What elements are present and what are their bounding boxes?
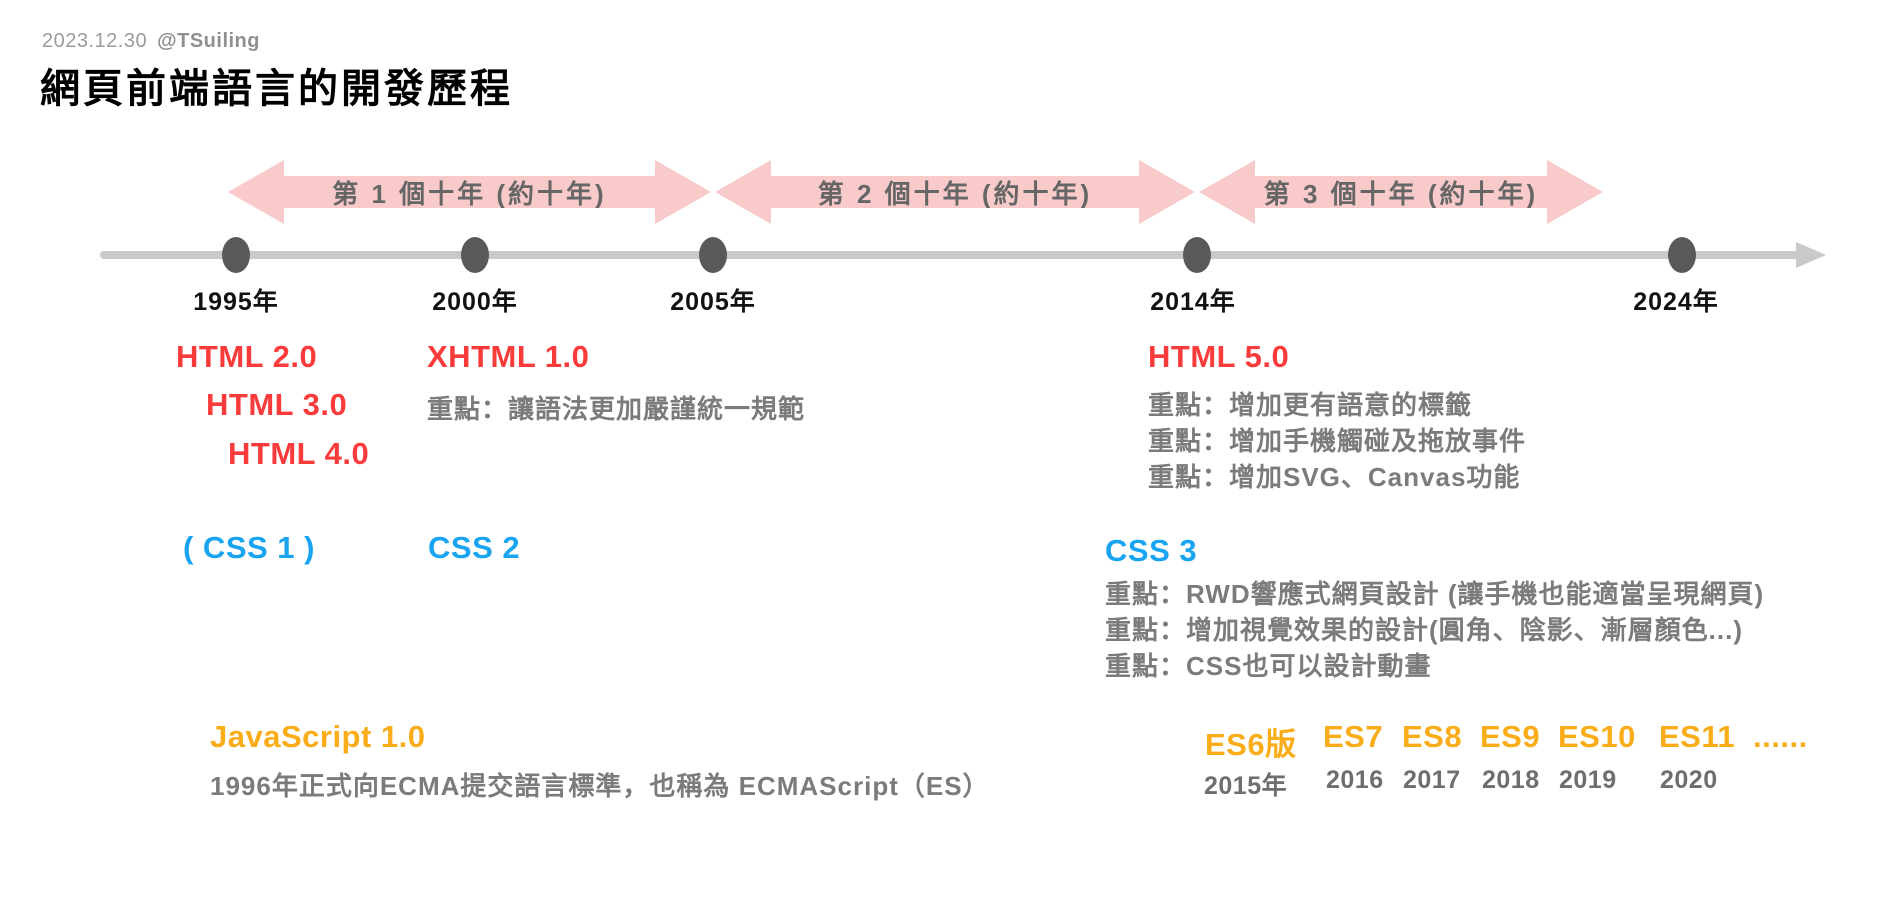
javascript-label: JavaScript 1.0 xyxy=(210,719,426,754)
es-year-2020: 2020 xyxy=(1660,766,1718,794)
decade-arrow-1: 第 1 個十年 (約十年) xyxy=(228,160,711,224)
es6-label: ES6版 xyxy=(1205,727,1297,762)
es7-label: ES7 xyxy=(1323,719,1384,754)
css2-label: CSS 2 xyxy=(428,530,521,565)
decade-arrow-3-label: 第 3 個十年 (約十年) xyxy=(1263,178,1539,209)
html3-label: HTML 3.0 xyxy=(206,387,348,422)
html5-note-1: 重點：增加更有語意的標籤 xyxy=(1148,390,1473,420)
timeline-dot-2000 xyxy=(461,237,489,273)
timeline-dot-2014 xyxy=(1183,237,1211,273)
decade-arrow-1-label: 第 1 個十年 (約十年) xyxy=(332,178,607,209)
year-label-2014: 2014年 xyxy=(1150,288,1236,316)
css3-note-3: 重點：CSS也可以設計動畫 xyxy=(1105,651,1432,681)
year-label-2000: 2000年 xyxy=(432,288,518,316)
xhtml-note: 重點：讓語法更加嚴謹統一規範 xyxy=(427,394,806,424)
html4-label: HTML 4.0 xyxy=(228,436,370,471)
decade-arrow-2-label: 第 2 個十年 (約十年) xyxy=(817,178,1093,209)
html2-label: HTML 2.0 xyxy=(176,339,318,374)
html5-note-3: 重點：增加SVG、Canvas功能 xyxy=(1148,462,1521,492)
year-label-2024: 2024年 xyxy=(1633,288,1719,316)
decade-arrow-3: 第 3 個十年 (約十年) xyxy=(1199,160,1603,224)
timeline-dot-1995 xyxy=(222,237,250,273)
css3-note-2: 重點：增加視覺效果的設計(圓角、陰影、漸層顏色...) xyxy=(1105,615,1743,645)
es-year-2017: 2017 xyxy=(1403,766,1461,794)
timeline-dot-2005 xyxy=(699,237,727,273)
html5-label: HTML 5.0 xyxy=(1148,339,1290,374)
css1-label: ( CSS 1 ) xyxy=(183,530,315,565)
es-year-2016: 2016 xyxy=(1326,766,1384,794)
html5-note-2: 重點：增加手機觸碰及拖放事件 xyxy=(1148,426,1527,456)
es-year-2015: 2015年 xyxy=(1204,772,1288,800)
credit-line: 2023.12.30 @TSuiling xyxy=(42,30,260,53)
es9-label: ES9 xyxy=(1480,719,1541,754)
timeline-axis xyxy=(100,251,1802,259)
year-label-1995: 1995年 xyxy=(193,288,279,316)
es-year-2019: 2019 xyxy=(1559,766,1617,794)
timeline-arrowhead-icon xyxy=(1796,242,1826,268)
credit-handle: @TSuiling xyxy=(157,30,260,52)
css3-label: CSS 3 xyxy=(1105,533,1198,568)
es11-label: ES11 xyxy=(1659,719,1736,754)
year-label-2005: 2005年 xyxy=(670,288,756,316)
es8-label: ES8 xyxy=(1402,719,1463,754)
es10-label: ES10 xyxy=(1558,719,1636,754)
xhtml-label: XHTML 1.0 xyxy=(427,339,590,374)
page-title: 網頁前端語言的開發歷程 xyxy=(40,67,513,111)
es-year-2018: 2018 xyxy=(1482,766,1540,794)
es-more-label: ...... xyxy=(1753,719,1808,754)
timeline-dot-2024 xyxy=(1668,237,1696,273)
css3-note-1: 重點：RWD響應式網頁設計 (讓手機也能適當呈現網頁) xyxy=(1105,579,1765,609)
credit-date: 2023.12.30 xyxy=(42,30,148,52)
decade-arrow-2: 第 2 個十年 (約十年) xyxy=(715,160,1195,224)
javascript-note: 1996年正式向ECMA提交語言標準，也稱為 ECMAScript（ES） xyxy=(210,771,990,801)
